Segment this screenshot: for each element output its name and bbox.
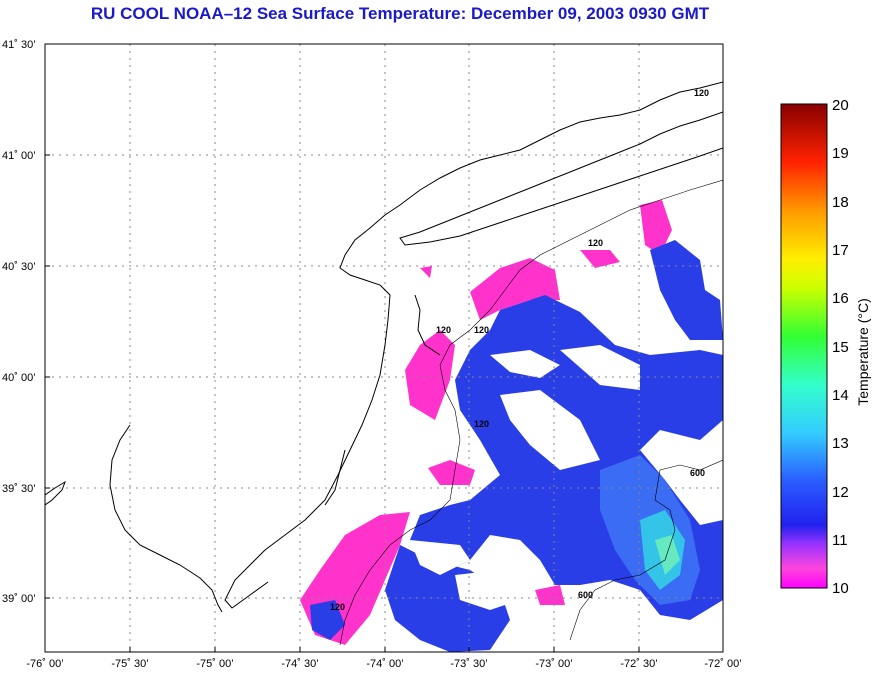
cold-water-patch: [535, 585, 565, 605]
map-frame: [44, 43, 724, 653]
lon-label: -72˚ 30’: [620, 658, 657, 670]
colorbar-tick-label: 16: [832, 290, 849, 307]
lat-label: 39˚ 30’: [2, 483, 36, 495]
warm-water-patch: [655, 535, 680, 575]
cold-water-patch: [470, 258, 560, 320]
cold-water-patch: [405, 330, 455, 420]
cloud-gap: [560, 345, 640, 390]
contour-label: 600: [578, 590, 593, 600]
cool-water-patch: [650, 240, 723, 340]
sst-data-layer: [300, 200, 723, 652]
contour-label: 120: [474, 419, 489, 429]
colorbar-label: Temperature (°C): [855, 298, 871, 406]
colorbar-tick-label: 14: [832, 387, 849, 404]
lon-label: -74˚ 30’: [281, 658, 318, 670]
lon-label: -73˚ 00’: [535, 658, 572, 670]
lat-label: 40˚ 00’: [2, 372, 36, 384]
frame-ticks: [45, 154, 640, 652]
colorbar-tick-label: 19: [832, 145, 849, 162]
lon-label: -72˚ 00’: [704, 658, 741, 670]
cool-water-patch: [385, 545, 510, 652]
cold-water-patch: [580, 250, 620, 268]
coastline: [45, 81, 723, 613]
cloud-gap: [500, 390, 600, 470]
cold-water-patch: [428, 460, 475, 485]
colorbar-tick-label: 10: [832, 580, 849, 597]
lat-label: 41˚ 30’: [2, 39, 36, 51]
colorbar-tick-label: 12: [832, 484, 849, 501]
contour-label: 120: [694, 88, 709, 98]
lon-label: -74˚ 00’: [366, 658, 403, 670]
cloud-gap: [490, 350, 560, 378]
colorbar-gradient: [780, 103, 828, 589]
colorbar-tick-label: 11: [832, 532, 848, 549]
contour-label: 120: [474, 325, 489, 335]
cloud-gap: [455, 570, 520, 610]
contour-label: 600: [690, 468, 705, 478]
graticule: [45, 44, 723, 652]
lon-label: -75˚ 30’: [111, 658, 148, 670]
colorbar-tick-label: 20: [832, 97, 849, 114]
cold-water-patch: [640, 200, 672, 255]
lat-label: 41˚ 00’: [2, 150, 36, 162]
colorbar-tick-label: 15: [832, 339, 849, 356]
colorbar-ticks: 20 19 18 17 16 15 14 13 12 11 10: [832, 97, 849, 597]
cloud-gap: [410, 540, 470, 575]
lon-label: -75˚ 00’: [196, 658, 233, 670]
bathymetry-contours: [339, 179, 723, 646]
contour-labels: 120 120 120 120 120 120 600 600: [330, 88, 709, 612]
latitude-labels: 41˚ 30’ 41˚ 00’ 40˚ 30’ 40˚ 00’ 39˚ 30’ …: [2, 39, 36, 605]
colorbar-tick-label: 17: [832, 242, 849, 259]
lon-label: -76˚ 00’: [26, 658, 63, 670]
colorbar-tick-label: 18: [832, 194, 849, 211]
page-title: RU COOL NOAA–12 Sea Surface Temperature:…: [90, 4, 710, 23]
lat-label: 40˚ 30’: [2, 261, 36, 273]
longitude-labels: -76˚ 00’ -75˚ 30’ -75˚ 00’ -74˚ 30’ -74˚…: [26, 658, 741, 670]
cold-water-patch: [420, 266, 432, 278]
lon-label: -73˚ 30’: [450, 658, 487, 670]
colorbar-tick-label: 13: [832, 435, 849, 452]
lat-label: 39˚ 00’: [2, 593, 36, 605]
contour-label: 120: [436, 325, 451, 335]
cool-water-patch: [310, 600, 345, 640]
colorbar: 20 19 18 17 16 15 14 13 12 11 10 Tempera…: [780, 97, 871, 597]
contour-label: 120: [588, 238, 603, 248]
contour-label: 120: [330, 602, 345, 612]
